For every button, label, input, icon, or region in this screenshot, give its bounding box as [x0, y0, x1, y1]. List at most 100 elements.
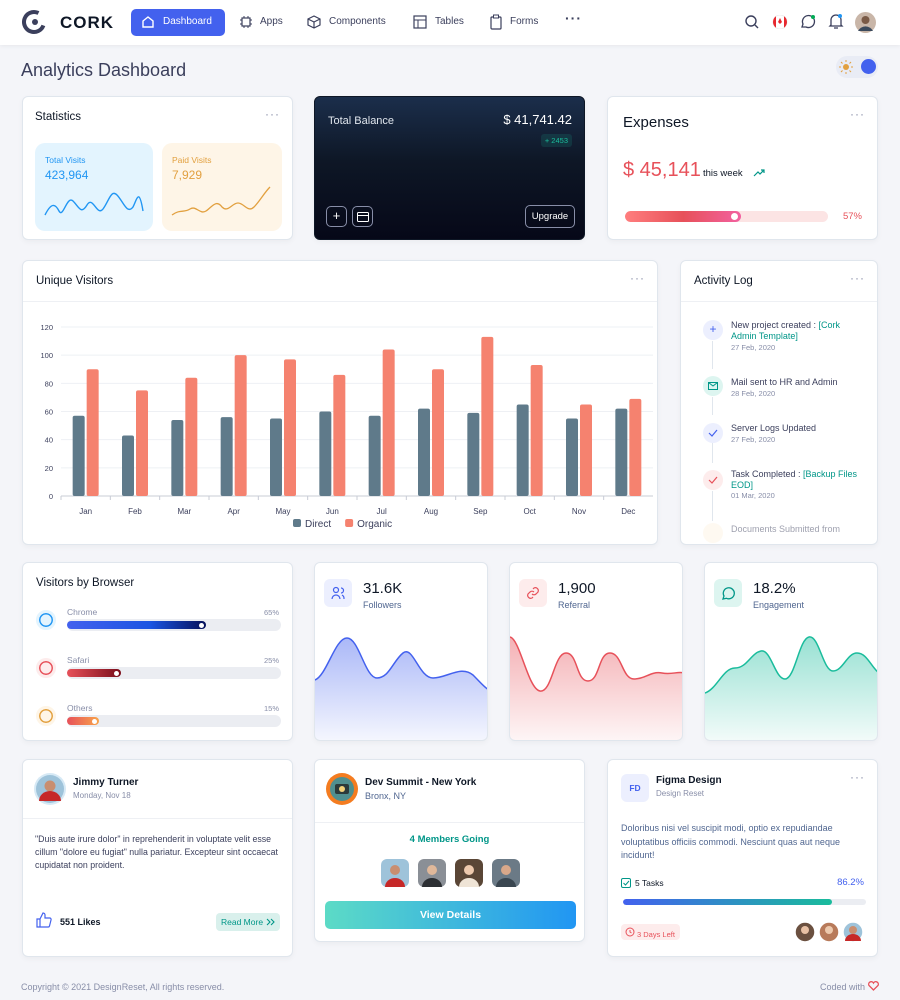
forms-icon — [490, 14, 502, 30]
apps-icon — [240, 16, 252, 28]
bar — [516, 404, 529, 496]
project-subtitle: Design Reset — [656, 789, 705, 798]
sun-icon — [839, 60, 853, 74]
divider — [23, 301, 657, 302]
search-icon[interactable] — [744, 14, 760, 30]
progress-track — [623, 899, 866, 905]
summary-value: 18.2% — [753, 580, 796, 597]
bar — [86, 369, 99, 496]
brand[interactable]: CORK — [60, 13, 115, 32]
x-tick-label: Feb — [128, 507, 142, 516]
card-menu[interactable]: ··· — [265, 107, 280, 121]
bar — [368, 415, 381, 496]
card-menu[interactable]: ··· — [850, 271, 865, 285]
nav-item[interactable]: Forms — [510, 16, 539, 27]
y-tick-label: 80 — [45, 379, 53, 388]
activity-card: Activity Log ··· + New project created :… — [680, 260, 878, 545]
area-sparkline — [705, 636, 877, 740]
bar-knob — [113, 671, 119, 676]
followers-card: 31.6K Followers — [314, 562, 488, 741]
like-icon[interactable] — [36, 912, 52, 928]
bar — [333, 374, 346, 496]
card-menu[interactable]: ··· — [850, 770, 865, 784]
add-button[interactable]: + — [326, 206, 347, 227]
referral-card: 1,900 Referral — [509, 562, 683, 741]
activity-icon — [703, 376, 723, 396]
browser-card: Visitors by Browser Chrome 65% Safari 25% Ot… — [22, 562, 293, 741]
expense-bar — [625, 211, 741, 222]
expense-percent: 57% — [842, 211, 862, 222]
nav-more[interactable]: ··· — [565, 10, 582, 26]
x-tick-label: Apr — [227, 507, 240, 516]
button-label[interactable]: Read More — [221, 917, 264, 927]
bar — [418, 408, 430, 496]
bar — [72, 415, 85, 496]
event-card: Dev Summit - New York Bronx, NY 4 Member… — [314, 759, 585, 942]
activity-icon — [703, 423, 723, 443]
visits-box — [162, 143, 282, 231]
view-details-button[interactable]: View Details — [325, 901, 576, 929]
bar — [122, 435, 134, 496]
activity-title: New project created : — [731, 320, 819, 330]
browser-track — [67, 619, 281, 631]
components-icon — [307, 15, 321, 29]
summary-label: Engagement — [753, 600, 805, 610]
statistics-card: Statistics ··· Total Visits 423,964 Paid… — [22, 96, 293, 240]
browser-percent: 65% — [263, 608, 279, 617]
copyright: Copyright © 2021 DesignReset, All rights… — [21, 982, 225, 992]
flag-icon[interactable] — [772, 15, 788, 29]
chat-icon[interactable] — [800, 14, 816, 30]
post-text: "Duis aute irure dolor" in reprehenderit… — [35, 834, 278, 871]
card-menu[interactable]: ··· — [630, 271, 645, 285]
users-icon — [331, 586, 345, 600]
bar-knob — [199, 623, 205, 628]
post-date: Monday, Nov 18 — [73, 791, 131, 800]
x-tick-label: May — [275, 507, 290, 516]
trend-icon — [753, 169, 765, 177]
y-tick-label: 40 — [45, 436, 53, 445]
browser-track — [67, 715, 281, 727]
project-card: FD Figma Design Design Reset ··· Dolorib… — [607, 759, 878, 957]
post-card: Jimmy Turner Monday, Nov 18 "Duis aute i… — [22, 759, 293, 957]
home-icon — [142, 16, 154, 28]
card-title: Visitors by Browser — [36, 577, 135, 589]
upgrade-button[interactable]: Upgrade — [525, 205, 575, 228]
event-location: Bronx, NY — [365, 791, 407, 801]
card-title: Statistics — [35, 111, 82, 123]
activity-link[interactable]: [Cork Admin Template] — [731, 320, 841, 341]
bar — [382, 349, 395, 496]
nav-item[interactable]: Tables — [435, 16, 464, 27]
link-icon — [527, 587, 539, 599]
summary-icon — [324, 579, 352, 607]
bar — [580, 404, 592, 496]
read-more-button[interactable]: Read More — [216, 913, 280, 931]
nav-active[interactable] — [131, 9, 225, 36]
activity-title: Documents Submitted from — [731, 524, 841, 534]
task-icon — [621, 878, 631, 888]
bar — [566, 418, 578, 496]
divider — [23, 818, 292, 819]
check-icon — [708, 429, 718, 437]
bell-icon[interactable] — [828, 13, 844, 30]
mail-icon — [708, 382, 718, 390]
card-button[interactable] — [352, 206, 373, 227]
nav-item[interactable]: Dashboard — [163, 16, 212, 27]
x-tick-label: Nov — [572, 507, 586, 516]
activity-link[interactable]: [Backup Files EOD] — [731, 469, 858, 490]
nav-item[interactable]: Components — [329, 16, 386, 27]
y-tick-label: 20 — [45, 464, 53, 473]
bar — [220, 417, 233, 496]
expense-amount: $ 45,141 — [623, 159, 701, 181]
nav-item[interactable]: Apps — [260, 16, 283, 27]
bar-knob — [730, 213, 738, 220]
activity-date: 28 Feb, 2020 — [731, 389, 776, 398]
user-avatar[interactable] — [855, 12, 876, 33]
bar — [185, 377, 198, 496]
logo — [22, 10, 46, 34]
progress-bar — [623, 899, 833, 905]
event-icon — [326, 773, 358, 805]
browser-track — [67, 667, 281, 679]
card-menu[interactable]: ··· — [850, 107, 865, 121]
timeline-line — [712, 443, 713, 463]
